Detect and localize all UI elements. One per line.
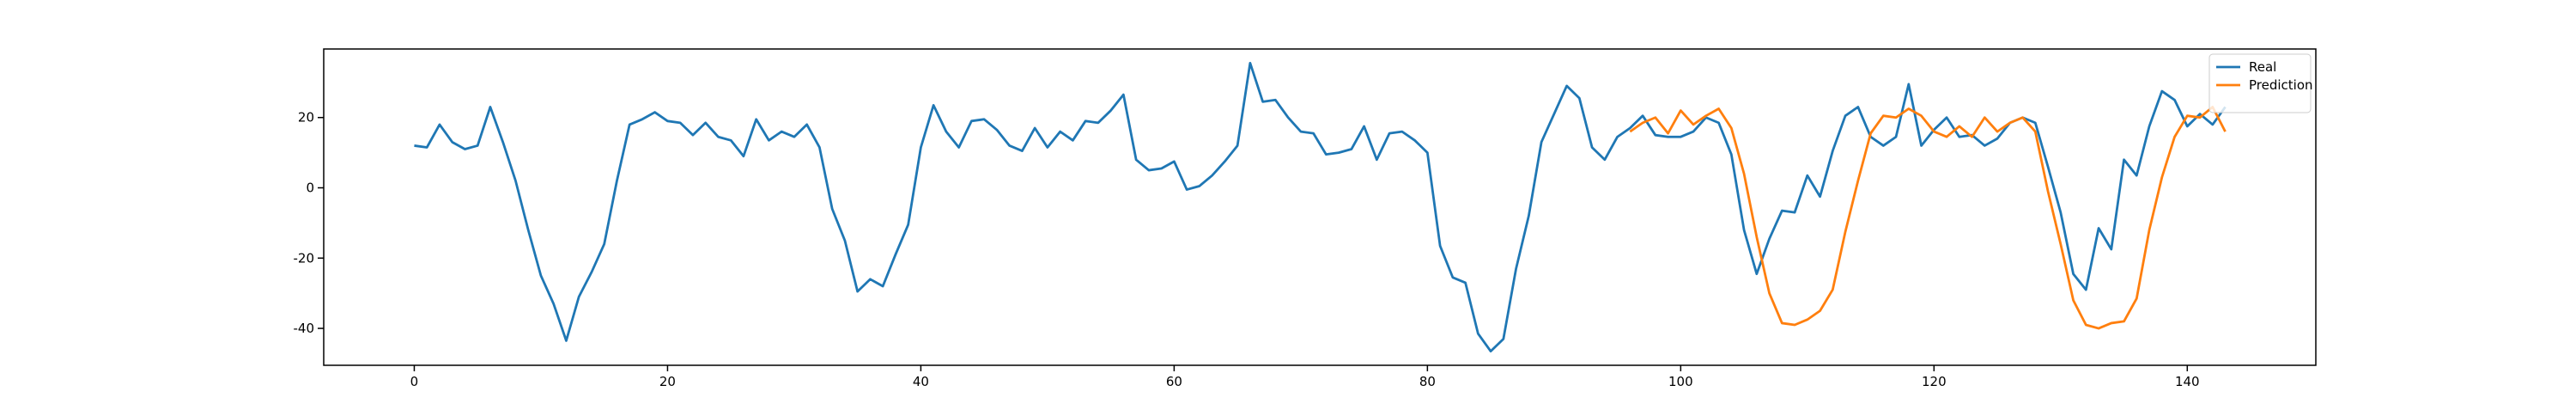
legend-label: Real [2249,59,2276,75]
y-tick-label: -40 [294,321,315,336]
data-line [414,61,2227,353]
y-tick-label: -20 [294,250,315,266]
plot-frame [323,48,2317,366]
legend-box [2208,53,2312,113]
x-tick-label: 100 [1668,374,1693,389]
x-tick-label: 40 [913,374,929,389]
x-tick-label: 20 [659,374,676,389]
x-tick-label: 120 [1922,374,1947,389]
x-tick-label: 140 [2175,374,2200,389]
y-tick-label: 0 [306,180,314,196]
x-tick-label: 80 [1419,374,1436,389]
y-tick-label: 20 [298,110,314,125]
x-tick-label: 0 [410,374,419,389]
data-line [1629,106,2227,330]
legend-label: Prediction [2249,77,2313,93]
x-tick-label: 60 [1166,374,1182,389]
